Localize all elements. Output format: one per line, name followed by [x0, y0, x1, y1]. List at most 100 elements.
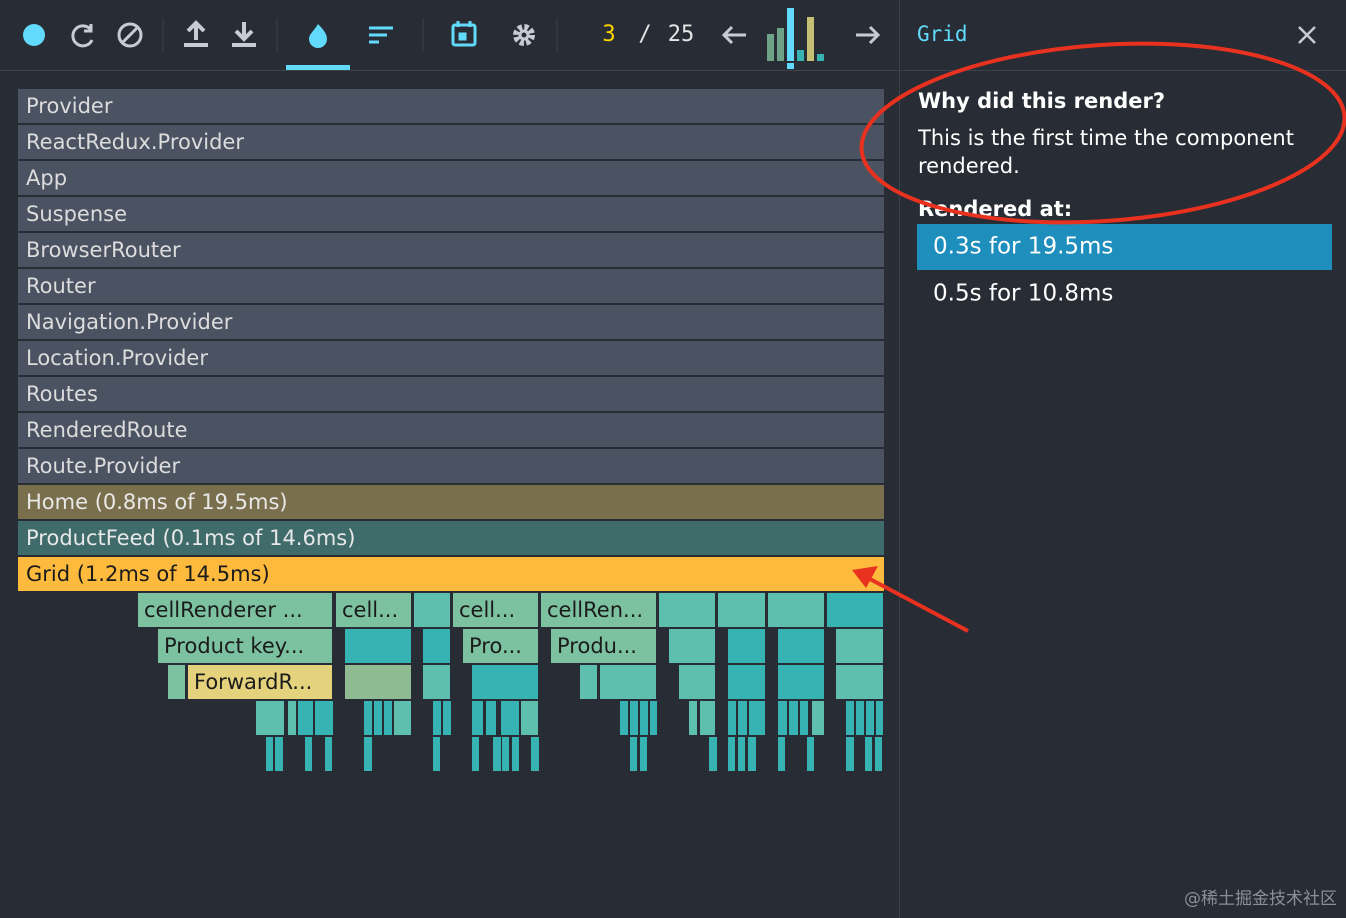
- record-button[interactable]: [23, 24, 45, 46]
- flame-node[interactable]: [728, 737, 735, 771]
- flame-node[interactable]: [423, 629, 450, 663]
- reload-button[interactable]: [71, 24, 94, 48]
- flame-node[interactable]: [640, 701, 648, 735]
- flame-node[interactable]: [305, 737, 312, 771]
- flame-node[interactable]: [18, 449, 884, 483]
- clear-button[interactable]: [117, 22, 143, 48]
- flame-node[interactable]: [501, 701, 519, 735]
- flame-node[interactable]: [18, 377, 884, 411]
- flame-node[interactable]: [275, 737, 283, 771]
- flame-node[interactable]: [158, 629, 332, 663]
- flame-node[interactable]: [800, 701, 808, 735]
- flame-node[interactable]: [531, 737, 539, 771]
- flame-node[interactable]: [749, 701, 765, 735]
- flame-node[interactable]: [443, 701, 451, 735]
- flame-node[interactable]: [650, 701, 657, 735]
- flame-node[interactable]: [709, 737, 717, 771]
- flame-node[interactable]: [778, 629, 824, 663]
- render-item[interactable]: 0.3s for 19.5ms: [933, 234, 1113, 260]
- flame-node[interactable]: [394, 701, 411, 735]
- flame-node[interactable]: [778, 665, 824, 699]
- flame-node[interactable]: [256, 701, 284, 735]
- flame-node[interactable]: [472, 701, 483, 735]
- flame-node[interactable]: [18, 341, 884, 375]
- flame-node[interactable]: [18, 89, 884, 123]
- flame-node[interactable]: [846, 701, 854, 735]
- close-button[interactable]: [1298, 26, 1316, 44]
- flame-node[interactable]: [640, 737, 647, 771]
- flame-node[interactable]: [541, 593, 656, 627]
- flame-node[interactable]: [493, 737, 501, 771]
- flame-node[interactable]: [18, 305, 884, 339]
- flame-node[interactable]: [778, 737, 785, 771]
- render-item[interactable]: 0.5s for 10.8ms: [933, 281, 1113, 307]
- flame-node[interactable]: [288, 701, 296, 735]
- flame-node[interactable]: [414, 593, 450, 627]
- flame-node[interactable]: [433, 701, 441, 735]
- flame-node[interactable]: [836, 665, 883, 699]
- flame-node[interactable]: [433, 737, 440, 771]
- flame-node[interactable]: [315, 701, 333, 735]
- flame-node[interactable]: [812, 701, 824, 735]
- flame-node[interactable]: [728, 701, 736, 735]
- flame-node[interactable]: [453, 593, 538, 627]
- flame-node[interactable]: [600, 665, 656, 699]
- flame-node[interactable]: [18, 413, 884, 447]
- flame-node[interactable]: [364, 701, 372, 735]
- flame-node[interactable]: [325, 737, 332, 771]
- flame-node[interactable]: [18, 125, 884, 159]
- flame-node[interactable]: [620, 701, 628, 735]
- flame-node[interactable]: [168, 665, 185, 699]
- timeline-tab[interactable]: [451, 21, 477, 47]
- flame-node[interactable]: [738, 701, 747, 735]
- flame-node[interactable]: [345, 665, 411, 699]
- flame-node[interactable]: [718, 593, 765, 627]
- flame-node[interactable]: [876, 701, 883, 735]
- flame-node[interactable]: [659, 593, 715, 627]
- flame-node[interactable]: [866, 701, 874, 735]
- flame-node[interactable]: [463, 629, 538, 663]
- flame-node[interactable]: [748, 737, 756, 771]
- flame-node[interactable]: [551, 629, 656, 663]
- flame-node[interactable]: [486, 701, 496, 735]
- flame-node[interactable]: [789, 701, 798, 735]
- flame-node[interactable]: [865, 737, 872, 771]
- flame-node[interactable]: [502, 737, 509, 771]
- flame-node[interactable]: [18, 161, 884, 195]
- flame-node[interactable]: [580, 665, 597, 699]
- flame-node[interactable]: [336, 593, 411, 627]
- flame-node[interactable]: [423, 665, 450, 699]
- ranked-tab[interactable]: [369, 26, 393, 44]
- flame-node[interactable]: [630, 701, 638, 735]
- flame-node[interactable]: [512, 737, 519, 771]
- flame-node[interactable]: [738, 737, 745, 771]
- flame-node[interactable]: [298, 701, 313, 735]
- save-button[interactable]: [232, 22, 256, 47]
- load-button[interactable]: [184, 20, 208, 47]
- flame-node[interactable]: [768, 593, 824, 627]
- flame-node[interactable]: [472, 737, 479, 771]
- flame-node[interactable]: [266, 737, 273, 771]
- flame-node[interactable]: [188, 665, 332, 699]
- flame-node[interactable]: [18, 197, 884, 231]
- flame-node[interactable]: [384, 701, 392, 735]
- flame-node[interactable]: [18, 485, 884, 519]
- flame-node[interactable]: [856, 701, 864, 735]
- flame-node[interactable]: [18, 557, 884, 591]
- flame-node[interactable]: [18, 521, 884, 555]
- flame-node[interactable]: [679, 665, 715, 699]
- flame-node[interactable]: [374, 701, 382, 735]
- flame-node[interactable]: [700, 701, 715, 735]
- flame-node[interactable]: [728, 629, 765, 663]
- next-commit[interactable]: [856, 25, 881, 45]
- flame-node[interactable]: [827, 593, 883, 627]
- flame-node[interactable]: [472, 665, 538, 699]
- settings-button[interactable]: [513, 24, 535, 46]
- flame-node[interactable]: [364, 737, 372, 771]
- flame-node[interactable]: [846, 737, 854, 771]
- flame-node[interactable]: [669, 629, 715, 663]
- flame-node[interactable]: [138, 593, 332, 627]
- flame-node[interactable]: [778, 701, 787, 735]
- flame-node[interactable]: [689, 701, 697, 735]
- prev-commit[interactable]: [721, 25, 746, 45]
